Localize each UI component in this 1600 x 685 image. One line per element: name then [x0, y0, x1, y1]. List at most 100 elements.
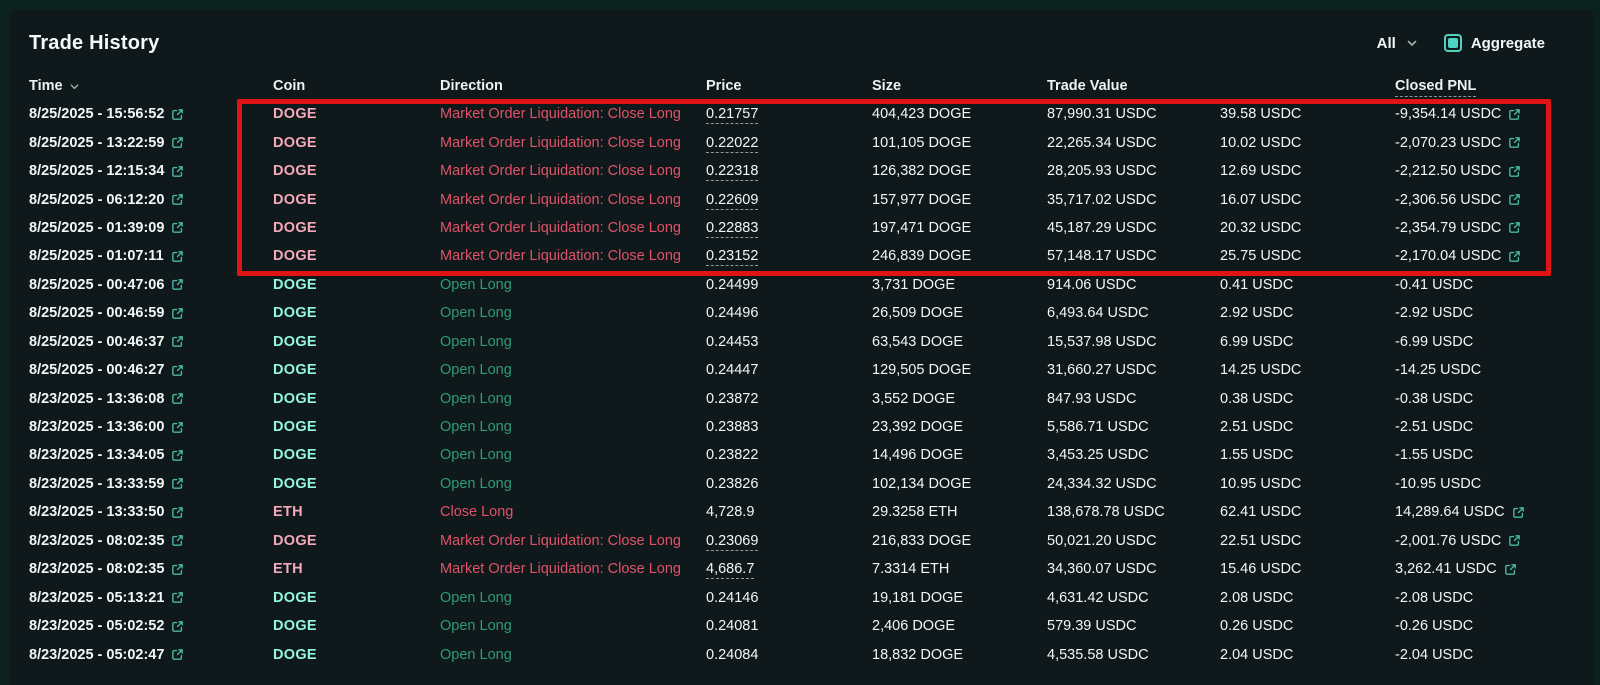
coin-cell: DOGE [273, 106, 317, 123]
pnl-external-link-icon[interactable] [1512, 506, 1525, 519]
time-value: 8/23/2025 - 05:02:47 [29, 646, 165, 663]
external-link-icon[interactable] [171, 221, 184, 234]
aggregate-toggle[interactable]: Aggregate [1443, 34, 1545, 52]
size-cell: 23,392 DOGE [872, 419, 964, 436]
price-value[interactable]: 0.24496 [706, 305, 759, 322]
price-value[interactable]: 0.24146 [706, 589, 759, 606]
table-header-row: Time Coin Direction Price Size Trade Val… [19, 72, 1579, 100]
trade-value-cell: 138,678.78 USDC [1047, 504, 1165, 521]
pnl-external-link-icon[interactable] [1508, 221, 1521, 234]
fee-cell: 10.02 USDC [1220, 134, 1302, 151]
coin-cell: DOGE [273, 618, 317, 635]
coin-filter-dropdown[interactable]: All [1377, 35, 1418, 52]
price-value[interactable]: 0.24084 [706, 646, 759, 663]
time-cell: 8/23/2025 - 13:34:05 [29, 447, 273, 463]
pnl-value: -2,306.56 USDC [1395, 191, 1502, 208]
external-link-icon[interactable] [171, 250, 184, 263]
table-row: 8/25/2025 - 12:15:34 DOGE Market Order L… [19, 157, 1579, 185]
price-value[interactable]: 0.22883 [706, 219, 759, 238]
price-value[interactable]: 0.22022 [706, 134, 759, 153]
pnl-value: -2.04 USDC [1395, 646, 1474, 663]
table-row: 8/23/2025 - 13:36:08 DOGE Open Long 0.23… [19, 384, 1579, 412]
pnl-external-link-icon[interactable] [1508, 250, 1521, 263]
closed-pnl-cell: -10.95 USDC [1395, 476, 1579, 492]
price-value[interactable]: 0.24447 [706, 362, 759, 379]
aggregate-checkbox[interactable] [1443, 34, 1462, 52]
closed-pnl-cell: 3,262.41 USDC [1395, 561, 1579, 577]
size-cell: 19,181 DOGE [872, 589, 964, 606]
pnl-value: -9,354.14 USDC [1395, 106, 1502, 123]
price-value[interactable]: 0.23872 [706, 390, 759, 407]
pnl-external-link-icon[interactable] [1508, 534, 1521, 547]
external-link-icon[interactable] [171, 108, 184, 121]
external-link-icon[interactable] [171, 335, 184, 348]
trade-value-cell: 28,205.93 USDC [1047, 163, 1157, 180]
col-header-time[interactable]: Time [29, 78, 273, 94]
closed-pnl-cell: -2.04 USDC [1395, 647, 1579, 663]
external-link-icon[interactable] [171, 278, 184, 291]
price-value[interactable]: 0.23826 [706, 475, 759, 492]
fee-cell: 39.58 USDC [1220, 106, 1302, 123]
price-value[interactable]: 0.22318 [706, 163, 759, 182]
external-link-icon[interactable] [171, 506, 184, 519]
price-value[interactable]: 0.23152 [706, 248, 759, 267]
price-value[interactable]: 4,728.9 [706, 504, 755, 521]
external-link-icon[interactable] [171, 534, 184, 547]
closed-pnl-cell: 14,289.64 USDC [1395, 504, 1579, 520]
price-cell: 0.23152 [706, 248, 872, 267]
size-cell: 102,134 DOGE [872, 475, 972, 492]
external-link-icon[interactable] [171, 648, 184, 661]
external-link-icon[interactable] [171, 193, 184, 206]
price-value[interactable]: 0.23822 [706, 447, 759, 464]
table-row: 8/23/2025 - 13:33:59 DOGE Open Long 0.23… [19, 470, 1579, 498]
price-value[interactable]: 0.24499 [706, 276, 759, 293]
external-link-icon[interactable] [171, 392, 184, 405]
col-header-closed-pnl[interactable]: Closed PNL [1395, 78, 1579, 97]
price-value[interactable]: 0.23069 [706, 532, 759, 551]
external-link-icon[interactable] [171, 591, 184, 604]
pnl-value: -1.55 USDC [1395, 447, 1474, 464]
pnl-external-link-icon[interactable] [1508, 136, 1521, 149]
time-cell: 8/25/2025 - 06:12:20 [29, 192, 273, 208]
external-link-icon[interactable] [171, 165, 184, 178]
pnl-value: 3,262.41 USDC [1395, 561, 1497, 578]
price-value[interactable]: 0.23883 [706, 419, 759, 436]
external-link-icon[interactable] [171, 620, 184, 633]
trade-value-cell: 34,360.07 USDC [1047, 561, 1157, 578]
size-cell: 246,839 DOGE [872, 248, 972, 265]
price-value[interactable]: 0.24453 [706, 333, 759, 350]
price-value[interactable]: 0.24081 [706, 618, 759, 635]
coin-cell: DOGE [273, 447, 317, 464]
external-link-icon[interactable] [171, 307, 184, 320]
pnl-external-link-icon[interactable] [1508, 165, 1521, 178]
external-link-icon[interactable] [171, 364, 184, 377]
pnl-external-link-icon[interactable] [1508, 193, 1521, 206]
external-link-icon[interactable] [171, 136, 184, 149]
fee-cell: 6.99 USDC [1220, 333, 1294, 350]
time-cell: 8/23/2025 - 13:33:50 [29, 504, 273, 520]
price-value[interactable]: 0.22609 [706, 191, 759, 210]
pnl-external-link-icon[interactable] [1508, 108, 1521, 121]
price-cell: 0.23872 [706, 391, 872, 407]
size-cell: 3,552 DOGE [872, 390, 956, 407]
trade-value-cell: 3,453.25 USDC [1047, 447, 1149, 464]
closed-pnl-cell: -14.25 USDC [1395, 362, 1579, 378]
pnl-value: -2.51 USDC [1395, 419, 1474, 436]
direction-cell: Market Order Liquidation: Close Long [440, 106, 681, 123]
direction-cell: Open Long [440, 618, 512, 635]
closed-pnl-cell: -2.51 USDC [1395, 419, 1579, 435]
external-link-icon[interactable] [171, 421, 184, 434]
closed-pnl-cell: -2,001.76 USDC [1395, 533, 1579, 549]
price-value[interactable]: 0.21757 [706, 106, 759, 125]
time-cell: 8/23/2025 - 05:02:52 [29, 618, 273, 634]
external-link-icon[interactable] [171, 449, 184, 462]
pnl-external-link-icon[interactable] [1504, 563, 1517, 576]
external-link-icon[interactable] [171, 563, 184, 576]
external-link-icon[interactable] [171, 477, 184, 490]
price-value[interactable]: 4,686.7 [706, 561, 755, 580]
direction-cell: Close Long [440, 504, 514, 521]
table-row: 8/25/2025 - 00:47:06 DOGE Open Long 0.24… [19, 271, 1579, 299]
col-header-trade-value: Trade Value [1047, 78, 1128, 94]
price-cell: 0.24081 [706, 618, 872, 634]
time-cell: 8/23/2025 - 08:02:35 [29, 533, 273, 549]
